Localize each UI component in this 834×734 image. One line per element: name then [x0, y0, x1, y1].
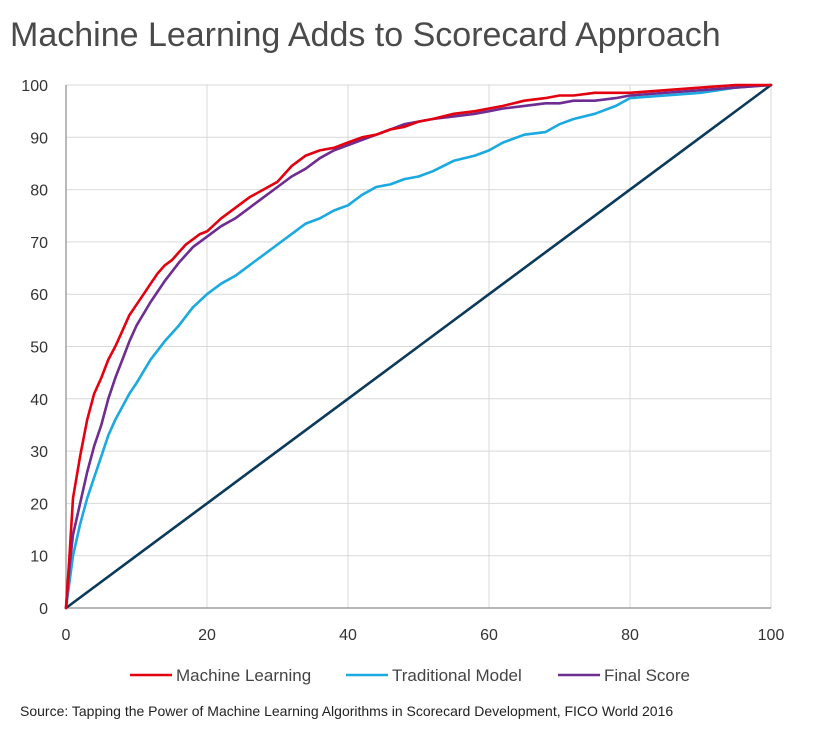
x-tick-label: 100 — [758, 627, 785, 644]
source-note: Source: Tapping the Power of Machine Lea… — [20, 703, 674, 719]
y-tick-label: 100 — [21, 78, 48, 95]
legend-label-traditional-model: Traditional Model — [392, 666, 522, 685]
final-score-line — [64, 83, 773, 610]
tick-labels: 0 10 20 30 40 50 60 70 80 90 100 0 20 40 60 80 100 — [21, 78, 784, 644]
y-tick-label: 40 — [30, 392, 48, 409]
y-tick-label: 60 — [30, 287, 48, 304]
legend-label-machine-learning: Machine Learning — [176, 666, 311, 685]
y-tick-label: 0 — [39, 601, 48, 618]
y-tick-label: 80 — [30, 183, 48, 200]
x-tick-label: 60 — [480, 627, 498, 644]
chart-title: Machine Learning Adds to Scorecard Appro… — [10, 16, 721, 54]
y-tick-label: 70 — [30, 235, 48, 252]
y-tick-label: 30 — [30, 444, 48, 461]
legend: Machine Learning Traditional Model Final S… — [130, 666, 690, 685]
axes — [65, 85, 771, 609]
x-tick-label: 40 — [339, 627, 357, 644]
x-tick-label: 20 — [198, 627, 216, 644]
x-tick-label: 80 — [621, 627, 639, 644]
series-lines — [64, 83, 773, 610]
random-baseline-line — [64, 83, 773, 610]
y-tick-label: 90 — [30, 130, 48, 147]
legend-label-final-score: Final Score — [604, 666, 690, 685]
y-tick-label: 10 — [30, 549, 48, 566]
y-tick-label: 50 — [30, 340, 48, 357]
machine-learning-line — [64, 83, 773, 610]
y-tick-label: 20 — [30, 496, 48, 513]
x-tick-label: 0 — [62, 627, 71, 644]
traditional-model-line — [64, 83, 773, 610]
grid — [65, 84, 772, 609]
